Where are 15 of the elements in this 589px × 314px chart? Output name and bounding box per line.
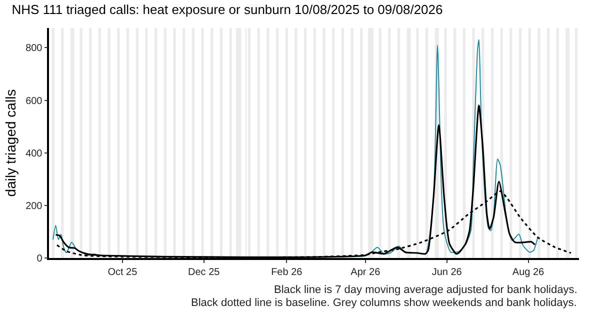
text: Black dotted line is baseline. Grey columns show weekends and bank holidays. <box>191 297 577 309</box>
x-tick-label: Aug 26 <box>512 266 545 278</box>
y-axis-title: daily triaged calls <box>2 89 19 197</box>
x-tick-label: Jun 26 <box>432 266 462 278</box>
y-tick-label: 400 <box>26 148 43 160</box>
x-tick-label: Oct 25 <box>108 266 138 278</box>
text: Black line is 7 day moving average adjusted for bank holidays. <box>274 284 578 296</box>
x-tick-label: Feb 26 <box>271 266 303 278</box>
x-tick-label: Apr 26 <box>350 266 381 278</box>
x-tick-label: Dec 25 <box>188 266 220 278</box>
y-tick-label: 0 <box>36 254 43 264</box>
y-tick-label: 600 <box>26 96 43 107</box>
y-tick-label: 200 <box>26 200 43 212</box>
chart-title: NHS 111 triaged calls: heat exposure or sunburn 10/08/2025 to 09/08/2026 <box>12 2 443 17</box>
y-tick-label: 800 <box>26 43 43 54</box>
